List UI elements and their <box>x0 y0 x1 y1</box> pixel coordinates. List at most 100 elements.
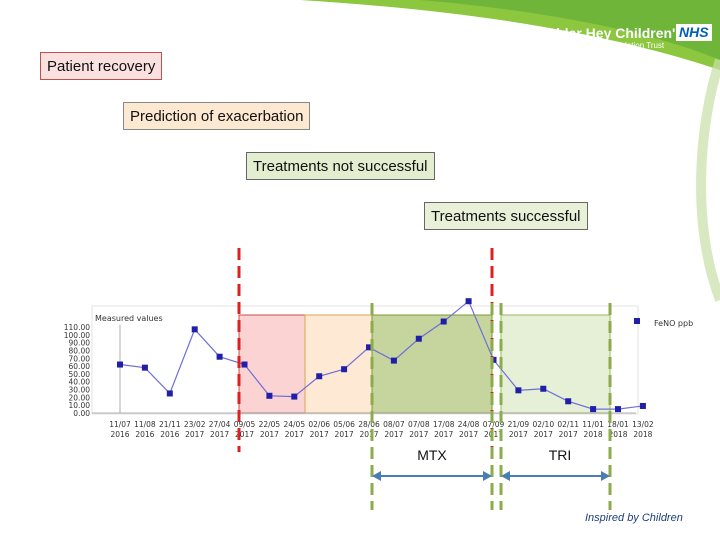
data-point <box>515 387 522 394</box>
y-tick-label: 90.00 <box>69 339 91 348</box>
logo-subtitle: NHS Foundation Trust <box>585 41 665 50</box>
x-tick-label: 2017 <box>235 430 254 439</box>
y-tick-label: 30.00 <box>69 386 91 395</box>
x-tick-label: 17/08 <box>433 420 455 429</box>
patient-recovery-box: Patient recovery <box>40 52 163 80</box>
x-tick-label: 05/06 <box>333 420 355 429</box>
legend-marker <box>634 318 640 324</box>
phase-band <box>304 314 373 414</box>
x-tick-label: 2016 <box>135 430 154 439</box>
x-tick-label: 21/11 <box>159 420 181 429</box>
x-tick-label: 11/01 <box>582 420 604 429</box>
arrowhead <box>372 471 381 481</box>
x-tick-label: 07/08 <box>408 420 430 429</box>
x-tick-label: 13/02 <box>632 420 654 429</box>
x-tick-label: 2017 <box>434 430 453 439</box>
series-line <box>119 300 643 410</box>
x-tick-label: 2017 <box>509 430 528 439</box>
x-tick-label: 22/05 <box>259 420 281 429</box>
x-tick-label: 2017 <box>409 430 428 439</box>
data-point <box>366 344 372 351</box>
x-tick-label: 11/08 <box>134 420 156 429</box>
x-tick-label: 02/10 <box>532 420 554 429</box>
x-tick-label: 2017 <box>335 430 354 439</box>
x-tick-label: 2016 <box>160 430 179 439</box>
data-point <box>465 298 472 305</box>
x-tick-label: 2017 <box>359 430 378 439</box>
x-tick-label: 02/06 <box>308 420 330 429</box>
x-tick-label: 2017 <box>459 430 478 439</box>
phase-band <box>371 314 493 414</box>
logo-text: Alder Hey Children's <box>546 25 684 41</box>
x-tick-label: 2017 <box>285 430 304 439</box>
x-tick-label: 11/07 <box>109 420 131 429</box>
data-point <box>117 361 123 368</box>
x-tick-label: 24/08 <box>458 420 480 429</box>
data-point <box>615 406 621 413</box>
annotation-label: TRI <box>549 447 572 463</box>
x-tick-label: 2017 <box>534 430 553 439</box>
y-tick-label: 50.00 <box>69 370 91 379</box>
data-point <box>191 326 198 333</box>
arrowhead <box>501 471 510 481</box>
data-point <box>341 366 348 373</box>
arrowhead <box>601 471 610 481</box>
x-tick-label: 09/05 <box>234 420 256 429</box>
data-point <box>291 393 298 400</box>
box-label: Treatments successful <box>431 208 581 225</box>
x-tick-label: 2017 <box>384 430 403 439</box>
data-point <box>639 402 646 409</box>
legend-label: FeNO ppb <box>654 319 693 328</box>
data-point <box>565 398 572 405</box>
x-tick-label: 24/05 <box>283 420 305 429</box>
x-tick-label: 2017 <box>260 430 279 439</box>
data-point <box>141 364 148 371</box>
data-point <box>216 353 223 360</box>
arrowhead <box>483 471 492 481</box>
x-tick-label: 18/01 <box>607 420 629 429</box>
x-tick-label: 28/06 <box>358 420 380 429</box>
y-tick-label: 60.00 <box>69 362 91 371</box>
y-tick-label: 70.00 <box>69 354 91 363</box>
x-tick-label: 07/09 <box>483 420 505 429</box>
y-tick-label: 20.00 <box>69 393 91 402</box>
annotation-label: MTX <box>417 447 447 463</box>
chart-title: Measured values <box>95 314 163 323</box>
x-tick-label: 2016 <box>110 430 129 439</box>
x-tick-label: 2017 <box>310 430 329 439</box>
treatments-successful-box: Treatments successful <box>424 202 588 230</box>
footer-tagline: Inspired by Children <box>585 512 683 524</box>
data-point <box>316 373 323 380</box>
y-tick-label: 80.00 <box>69 346 91 355</box>
x-tick-label: 2017 <box>559 430 578 439</box>
box-label: Prediction of exacerbation <box>130 108 304 125</box>
treatments-not-successful-box: Treatments not successful <box>246 152 435 180</box>
x-tick-label: 2018 <box>584 430 603 439</box>
x-tick-label: 2017 <box>185 430 204 439</box>
x-tick-label: 2018 <box>608 430 627 439</box>
prediction-box: Prediction of exacerbation <box>123 102 311 130</box>
data-point <box>415 335 422 342</box>
data-point <box>540 385 547 392</box>
box-label: Patient recovery <box>47 58 156 75</box>
data-point <box>266 392 273 399</box>
x-tick-label: 23/02 <box>184 420 206 429</box>
y-tick-label: 10.00 <box>69 401 91 410</box>
x-tick-label: 21/09 <box>508 420 530 429</box>
data-point <box>440 318 447 325</box>
x-tick-label: 08/07 <box>383 420 405 429</box>
data-point <box>241 361 248 368</box>
y-tick-label: 100.00 <box>64 331 90 340</box>
y-tick-label: 110.00 <box>64 323 90 332</box>
phase-band <box>500 314 611 414</box>
y-tick-label: 40.00 <box>69 378 91 387</box>
y-tick-label: 0.00 <box>73 409 90 418</box>
data-point <box>166 390 173 397</box>
x-tick-label: 02/11 <box>557 420 579 429</box>
data-point <box>390 357 397 364</box>
x-tick-label: 2017 <box>210 430 229 439</box>
x-tick-label: 2018 <box>633 430 652 439</box>
nhs-logo: Alder Hey Children's NHS NHS Foundation … <box>546 24 716 54</box>
